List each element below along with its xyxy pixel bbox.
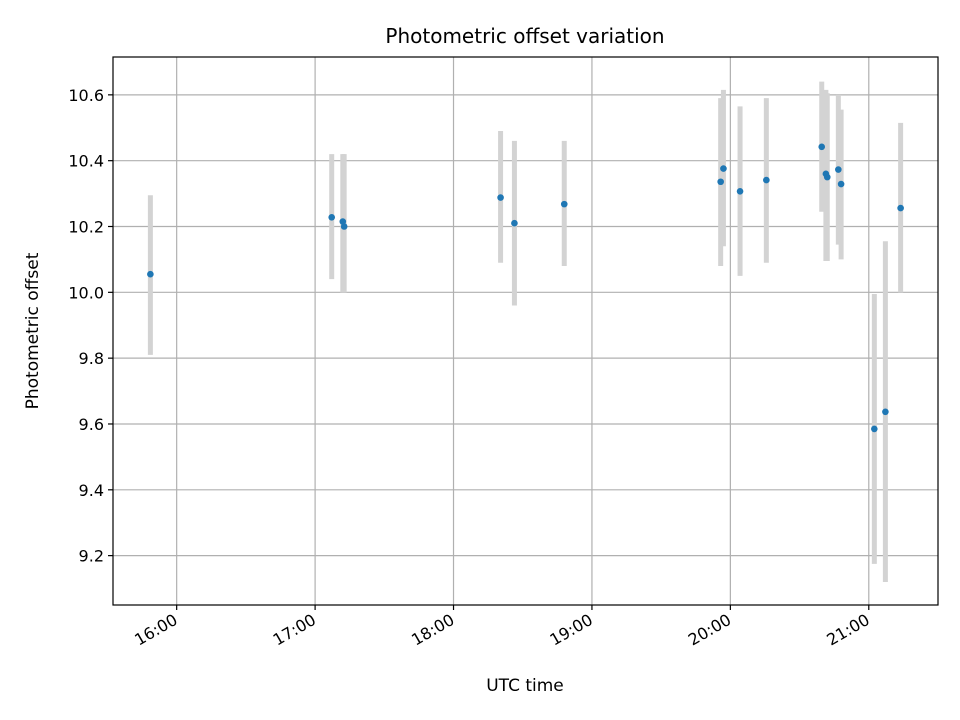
data-point	[736, 187, 744, 195]
data-point	[720, 165, 727, 172]
data-point	[497, 194, 504, 201]
grid	[113, 57, 938, 605]
y-tick-label: 10.0	[68, 283, 104, 302]
data-point	[823, 173, 831, 181]
data-point	[882, 408, 889, 416]
data-point	[837, 180, 845, 188]
y-tick-label: 10.4	[68, 152, 104, 171]
y-axis-label: Photometric offset	[23, 252, 43, 409]
y-tick-label: 10.2	[68, 218, 104, 237]
y-tick-label: 9.2	[79, 547, 104, 566]
data-point	[328, 213, 336, 221]
y-tick-label: 9.8	[79, 349, 104, 368]
data-point	[511, 219, 518, 227]
data-points	[147, 143, 904, 433]
x-axis-label: UTC time	[486, 676, 564, 696]
y-tick-label: 10.6	[68, 86, 104, 105]
y-tick-label: 9.6	[79, 415, 104, 434]
data-point	[717, 178, 724, 186]
data-point	[897, 204, 904, 212]
y-axis: 9.2 9.4 9.6 9.8 10.0 10.2 10.4 10.6	[68, 86, 113, 566]
data-point	[835, 166, 842, 173]
plot-frame	[112, 56, 939, 606]
data-point	[560, 200, 568, 208]
data-point	[147, 270, 154, 278]
data-point	[871, 425, 878, 433]
data-point	[340, 223, 348, 230]
data-point	[763, 176, 770, 184]
chart-title: Photometric offset variation	[385, 24, 664, 48]
data-point	[818, 143, 826, 151]
y-tick-label: 9.4	[79, 481, 104, 500]
